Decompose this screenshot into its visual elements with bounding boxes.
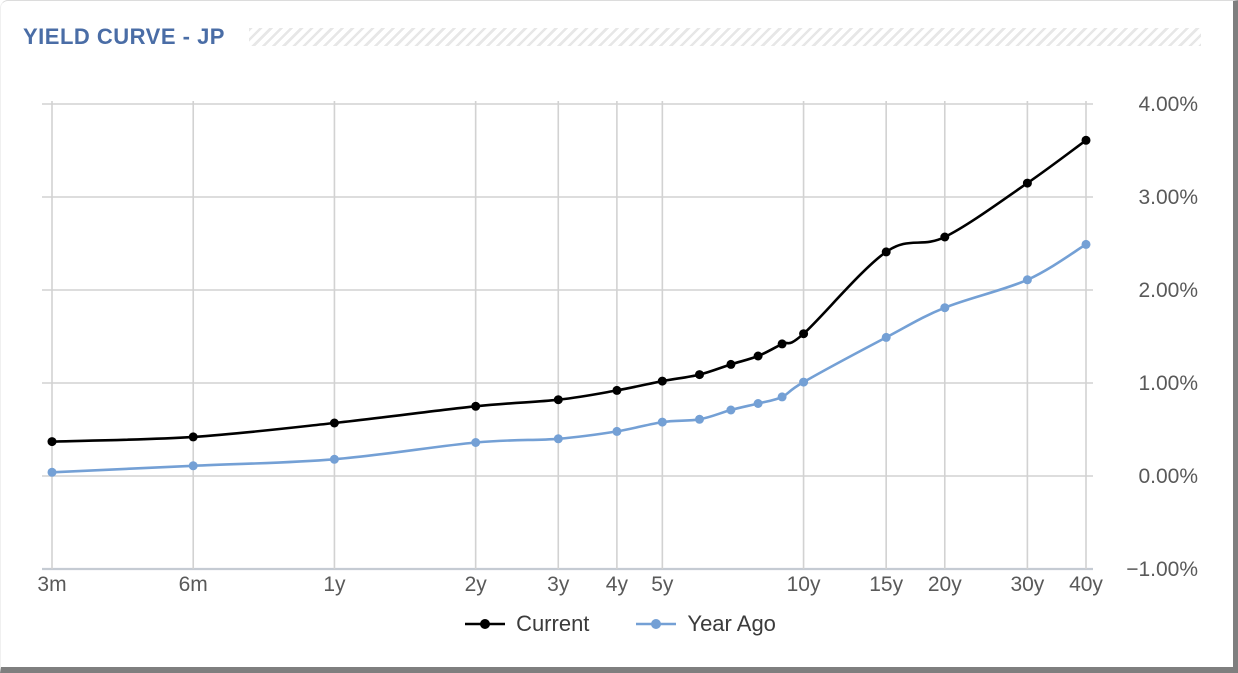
data-point-year-ago (329, 454, 339, 464)
y-axis-tick-label: 1.00% (1138, 372, 1198, 395)
data-point-year-ago (881, 332, 891, 342)
data-point-current (881, 247, 891, 257)
x-axis-tick-label: 5y (651, 573, 674, 596)
legend-item-current[interactable]: Current (464, 611, 589, 637)
chart-legend: Current Year Ago (1, 603, 1238, 645)
data-point-year-ago (612, 426, 622, 436)
data-point-year-ago (553, 434, 563, 444)
data-point-year-ago (695, 414, 704, 424)
data-point-year-ago (1081, 239, 1091, 249)
data-point-current (612, 385, 622, 395)
data-point-current (1022, 178, 1032, 188)
y-axis-tick-label: −1.00% (1126, 558, 1198, 581)
data-point-year-ago (777, 392, 787, 402)
data-point-year-ago (188, 461, 198, 471)
y-axis-tick-label: 4.00% (1138, 93, 1198, 116)
x-axis-tick-label: 10y (787, 573, 821, 596)
data-point-current (471, 401, 481, 411)
legend-label-current: Current (516, 611, 590, 636)
data-point-current (726, 359, 736, 369)
data-point-current (657, 376, 667, 386)
x-axis-tick-label: 4y (606, 573, 629, 596)
x-axis-tick-label: 15y (869, 573, 903, 596)
x-axis-tick-label: 2y (465, 573, 488, 596)
x-axis-tick-label: 6m (179, 573, 208, 596)
y-axis-tick-label: 2.00% (1138, 279, 1198, 302)
data-point-current (1081, 135, 1091, 145)
data-point-current (753, 351, 763, 361)
data-point-current (799, 329, 809, 339)
data-point-year-ago (940, 303, 950, 313)
data-point-year-ago (726, 405, 736, 415)
data-point-current (553, 395, 563, 405)
x-axis-tick-label: 3y (547, 573, 570, 596)
data-point-year-ago (657, 417, 667, 427)
data-point-year-ago (799, 377, 809, 387)
y-axis-tick-label: 0.00% (1138, 465, 1198, 488)
data-point-current (940, 232, 950, 242)
legend-marker-current (465, 619, 506, 629)
data-point-year-ago (753, 399, 763, 408)
header: YIELD CURVE - JP (23, 24, 1213, 49)
data-point-current (47, 437, 57, 447)
legend-item-year-ago[interactable]: Year Ago (635, 611, 776, 637)
data-point-current (777, 339, 787, 349)
data-point-year-ago (471, 438, 481, 447)
page-title: YIELD CURVE - JP (23, 24, 225, 49)
y-axis-tick-label: 3.00% (1138, 186, 1198, 209)
series-line-year-ago (50, 243, 1088, 474)
x-axis-tick-label: 40y (1069, 573, 1103, 596)
data-point-current (188, 432, 198, 442)
x-axis-tick-label: 30y (1010, 573, 1044, 596)
legend-label-year-ago: Year Ago (687, 611, 776, 636)
header-hatch-decoration (248, 28, 1201, 46)
data-point-current (695, 370, 704, 380)
series-line-current (50, 139, 1088, 443)
data-point-year-ago (47, 467, 57, 477)
data-point-year-ago (1022, 275, 1032, 285)
x-axis-tick-label: 20y (928, 573, 962, 596)
data-point-current (329, 418, 339, 428)
legend-marker-year-ago (636, 619, 677, 629)
x-axis-tick-label: 3m (37, 573, 66, 596)
x-axis-tick-label: 1y (323, 573, 346, 596)
